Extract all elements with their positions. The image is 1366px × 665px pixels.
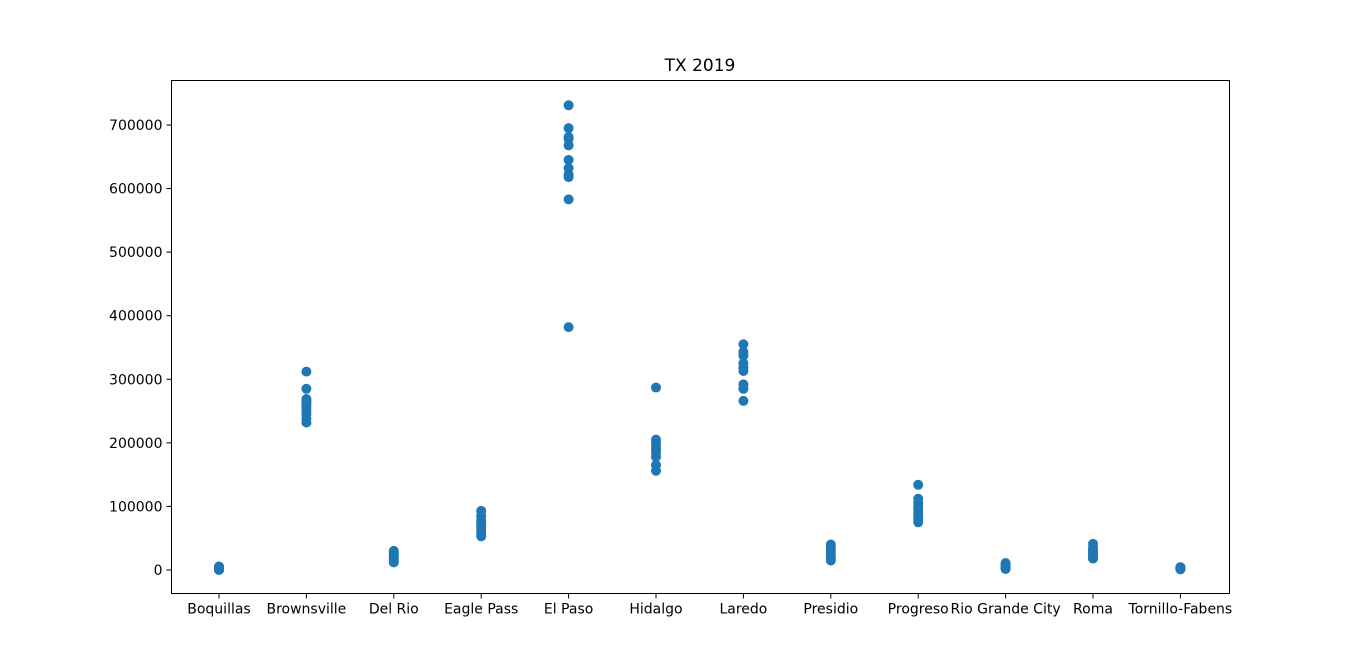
chart-title: TX 2019 xyxy=(664,56,736,76)
data-point xyxy=(301,366,312,377)
y-tick-label: 700000 xyxy=(109,118,162,134)
data-point xyxy=(738,395,749,406)
data-point xyxy=(388,545,399,556)
x-tick-label: Progreso xyxy=(888,602,949,618)
data-point xyxy=(651,382,661,393)
y-tick-label: 300000 xyxy=(109,372,162,388)
x-tick-label: Laredo xyxy=(719,602,767,618)
x-tick-label: Rio Grande City xyxy=(951,602,1061,618)
data-point xyxy=(738,379,749,390)
axis-ticks: 0 100000 200000 300000 400000 500000 600000 700… xyxy=(109,118,1232,618)
data-point xyxy=(1088,538,1098,549)
data-point xyxy=(214,561,224,572)
data-point xyxy=(651,434,661,445)
y-tick-label: 200000 xyxy=(109,436,162,452)
x-tick-label: Eagle Pass xyxy=(444,602,518,618)
data-point xyxy=(913,493,924,504)
data-point xyxy=(913,479,924,490)
data-point xyxy=(476,505,487,516)
data-point xyxy=(1000,557,1011,568)
data-point xyxy=(563,132,574,143)
plot-frame xyxy=(171,80,1230,594)
x-tick-label: Boquillas xyxy=(187,602,250,618)
data-point xyxy=(563,322,574,333)
data-point xyxy=(563,194,574,205)
data-point xyxy=(563,100,574,111)
x-tick-label: Brownsville xyxy=(266,602,346,618)
y-tick-label: 600000 xyxy=(109,182,162,198)
data-point xyxy=(563,163,574,174)
x-tick-label: Presidio xyxy=(803,602,858,618)
data-point xyxy=(301,393,312,404)
x-tick-label: El Paso xyxy=(544,602,593,618)
data-point xyxy=(825,539,836,550)
data-point xyxy=(738,346,749,357)
data-point xyxy=(301,383,312,394)
y-tick-label: 400000 xyxy=(109,309,162,325)
y-tick-label: 500000 xyxy=(109,245,162,261)
x-tick-label: Del Rio xyxy=(369,602,419,618)
x-tick-label: Tornillo-Fabens xyxy=(1128,602,1233,618)
data-point xyxy=(738,358,749,369)
data-point xyxy=(738,339,749,350)
data-point xyxy=(651,460,661,471)
data-point xyxy=(563,154,574,165)
data-points xyxy=(214,100,1186,575)
x-tick-label: Hidalgo xyxy=(629,602,682,618)
x-tick-label: Roma xyxy=(1073,602,1113,618)
data-point xyxy=(563,123,574,134)
y-tick-label: 0 xyxy=(154,563,163,579)
data-point xyxy=(1175,562,1186,573)
y-tick-label: 100000 xyxy=(109,499,162,515)
